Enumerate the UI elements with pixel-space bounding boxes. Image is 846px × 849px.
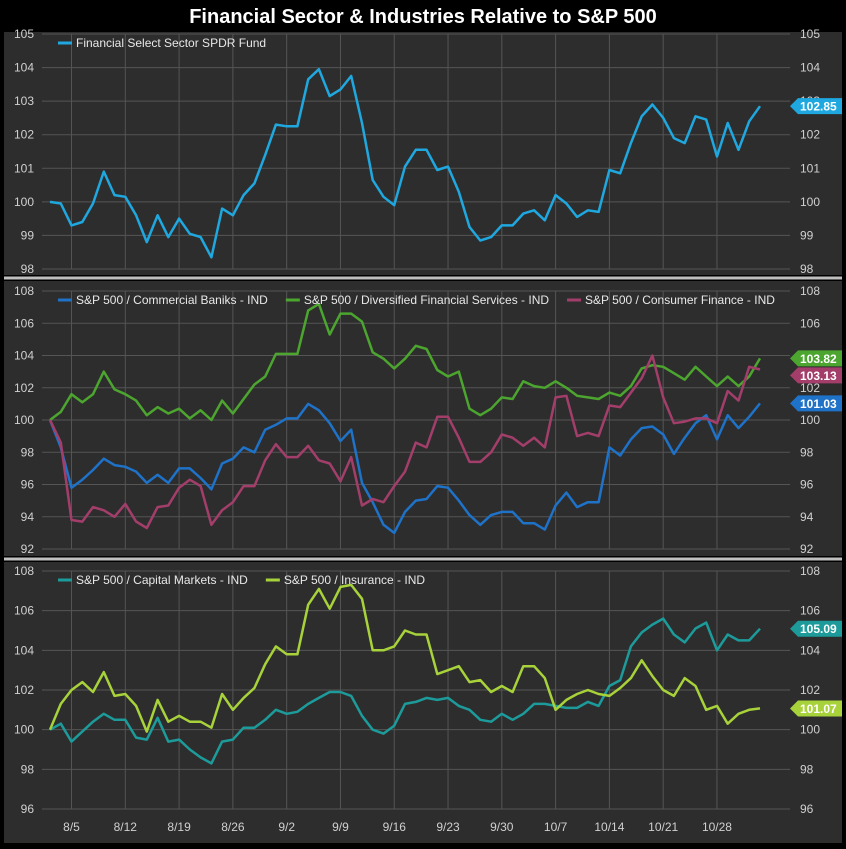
series-line-3-1 [49,617,761,765]
series-line-3-2 [48,583,761,733]
last-value-label: 101.07 [800,702,837,716]
y-tick-label-left: 98 [21,445,35,459]
y-tick-label-right: 105 [800,27,820,41]
y-tick-label-left: 104 [14,643,34,657]
y-tick-label-left: 98 [21,762,35,776]
x-tick-label: 9/23 [436,820,460,834]
last-value-badge [790,700,842,717]
x-tick-label: 9/16 [383,820,407,834]
last-value-label: 103.13 [800,369,837,383]
legend-label: S&P 500 / Insurance - IND [284,573,426,587]
x-tick-label: 9/30 [490,820,514,834]
y-tick-label-left: 98 [21,262,35,276]
x-tick-label: 9/9 [332,820,349,834]
y-tick-label-right: 100 [800,723,820,737]
series-line-2-1 [48,402,761,535]
y-tick-label-left: 104 [14,61,34,75]
y-tick-label-right: 102 [800,128,820,142]
y-tick-label-left: 105 [14,27,34,41]
legend-label: Financial Select Sector SPDR Fund [76,36,266,50]
panel-3-background [4,562,842,843]
y-tick-label-left: 100 [14,413,34,427]
y-tick-label-right: 104 [800,643,820,657]
y-tick-label-left: 102 [14,128,34,142]
y-tick-label-right: 100 [800,195,820,209]
last-value-badge [790,395,842,412]
series-line-1-1 [49,67,762,259]
y-tick-label-right: 101 [800,161,820,175]
y-tick-label-right: 98 [800,262,814,276]
last-value-label: 103.82 [800,352,837,366]
y-tick-label-left: 94 [21,510,35,524]
x-tick-label: 10/28 [702,820,732,834]
y-tick-label-right: 92 [800,542,814,556]
panel-2-background [4,281,842,556]
last-value-label: 102.85 [800,100,837,114]
y-tick-label-right: 98 [800,762,814,776]
y-tick-label-left: 103 [14,94,34,108]
y-tick-label-left: 96 [21,802,35,816]
y-tick-label-right: 94 [800,510,814,524]
last-value-label: 101.03 [800,397,837,411]
y-tick-label-right: 108 [800,284,820,298]
last-value-badge [790,98,842,115]
y-tick-label-left: 108 [14,284,34,298]
y-tick-label-left: 108 [14,564,34,578]
y-tick-label-left: 101 [14,161,34,175]
x-tick-label: 8/5 [63,820,80,834]
legend-label: S&P 500 / Commercial Baniks - IND [76,293,268,307]
y-tick-label-left: 106 [14,604,34,618]
y-tick-label-right: 99 [800,228,814,242]
y-tick-label-right: 108 [800,564,820,578]
y-tick-label-left: 102 [14,683,34,697]
y-tick-label-right: 96 [800,802,814,816]
y-tick-label-right: 98 [800,445,814,459]
y-tick-label-left: 100 [14,195,34,209]
x-tick-label: 10/7 [544,820,568,834]
y-tick-label-right: 96 [800,478,814,492]
last-value-badge [790,367,842,384]
x-tick-label: 8/12 [114,820,138,834]
last-value-badge [790,350,842,367]
y-tick-label-right: 106 [800,604,820,618]
chart-title: Financial Sector & Industries Relative t… [189,6,657,28]
y-tick-label-left: 99 [21,228,35,242]
x-tick-label: 8/19 [167,820,191,834]
y-tick-label-left: 104 [14,349,34,363]
legend-label: S&P 500 / Diversified Financial Services… [304,293,550,307]
y-tick-label-right: 102 [800,683,820,697]
x-tick-label: 10/14 [594,820,624,834]
x-tick-label: 8/26 [221,820,245,834]
legend-label: S&P 500 / Consumer Finance - IND [585,293,775,307]
series-line-2-3 [48,354,761,530]
last-value-badge [790,620,842,637]
y-tick-label-left: 106 [14,316,34,330]
y-tick-label-left: 96 [21,478,35,492]
last-value-label: 105.09 [800,622,837,636]
x-tick-label: 10/21 [648,820,678,834]
y-tick-label-right: 102 [800,381,820,395]
y-tick-label-left: 102 [14,381,34,395]
y-tick-label-left: 92 [21,542,35,556]
series-line-2-2 [49,302,762,422]
y-tick-label-right: 104 [800,61,820,75]
y-tick-label-left: 100 [14,723,34,737]
x-tick-label: 9/2 [278,820,295,834]
y-tick-label-right: 100 [800,413,820,427]
legend-label: S&P 500 / Capital Markets - IND [76,573,248,587]
y-tick-label-right: 106 [800,316,820,330]
